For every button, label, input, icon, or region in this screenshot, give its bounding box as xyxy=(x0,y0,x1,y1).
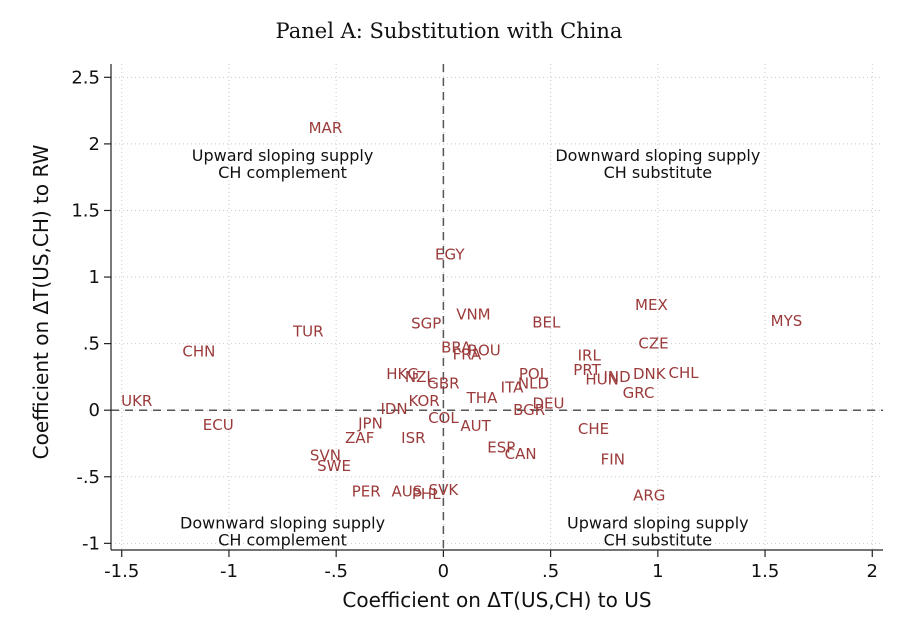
point-label-phl: PHL xyxy=(412,485,441,503)
point-label-bgr: BGR xyxy=(513,401,545,419)
point-label-fin: FIN xyxy=(601,450,625,468)
quadrant-annotations: Upward sloping supply CH complementDownwa… xyxy=(180,146,760,549)
point-label-ind: IND xyxy=(603,368,630,386)
point-label-ukr: UKR xyxy=(121,392,152,410)
point-label-idn: IDN xyxy=(380,400,407,418)
point-label-chl: CHL xyxy=(669,364,700,382)
point-label-dnk: DNK xyxy=(633,365,667,383)
quadrant-annotation-line: CH complement xyxy=(218,163,347,182)
y-tick-label: -1 xyxy=(82,533,100,554)
point-label-isr: ISR xyxy=(401,429,425,447)
quadrant-annotation: Downward sloping supply CH substitute xyxy=(555,146,760,182)
point-label-hkg: HKG xyxy=(386,365,419,383)
quadrant-annotation-line: CH substitute xyxy=(604,163,713,182)
point-label-irl: IRL xyxy=(578,347,602,365)
point-label-tha: THA xyxy=(466,389,498,407)
point-label-hun: HUN xyxy=(585,371,618,389)
point-label-can: CAN xyxy=(505,445,537,463)
quadrant-annotation-line: Downward sloping supply xyxy=(555,146,760,165)
x-axis-label: Coefficient on ΔT(US,CH) to US xyxy=(342,588,651,612)
y-tick-label: -.5 xyxy=(76,467,100,488)
y-tick-label: 0 xyxy=(89,400,100,421)
point-label-swe: SWE xyxy=(317,457,351,475)
point-label-tur: TUR xyxy=(292,323,324,341)
x-tick-label: 2 xyxy=(867,561,878,582)
quadrant-annotation-line: Upward sloping supply xyxy=(567,514,749,533)
y-tick-label: .5 xyxy=(83,334,100,355)
quadrant-annotation: Upward sloping supply CH complement xyxy=(192,146,374,182)
point-label-mys: MYS xyxy=(771,312,803,330)
axes: -1.5 -1 -.5 0.5 1 1.5 2-1-.50.511.522.5 xyxy=(71,64,883,582)
point-label-bra: BRA xyxy=(441,339,472,357)
point-label-nld: NLD xyxy=(518,375,549,393)
point-label-arg: ARG xyxy=(633,486,665,504)
point-label-egy: EGY xyxy=(435,245,465,263)
point-label-rou: ROU xyxy=(468,341,501,359)
point-label-aut: AUT xyxy=(460,417,491,435)
point-label-per: PER xyxy=(352,482,381,500)
x-tick-label: -.5 xyxy=(324,561,348,582)
point-label-sgp: SGP xyxy=(411,315,441,333)
point-label-zaf: ZAF xyxy=(345,429,374,447)
point-label-cze: CZE xyxy=(638,335,668,353)
point-label-nzl: NZL xyxy=(405,368,435,386)
y-tick-label: 1.5 xyxy=(71,200,100,221)
point-label-bel: BEL xyxy=(532,313,561,331)
point-label-gbr: GBR xyxy=(427,375,459,393)
point-label-ecu: ECU xyxy=(203,416,234,434)
x-tick-label: 1.5 xyxy=(751,561,780,582)
y-axis-label: Coefficient on ΔT(US,CH) to RW xyxy=(29,144,53,459)
point-label-deu: DEU xyxy=(532,395,564,413)
x-tick-label: -1.5 xyxy=(104,561,139,582)
point-label-esp: ESP xyxy=(487,438,515,456)
quadrant-annotation: Downward sloping supply CH complement xyxy=(180,514,385,550)
point-label-prt: PRT xyxy=(573,361,601,379)
point-label-vnm: VNM xyxy=(456,305,490,323)
x-tick-label: 1 xyxy=(652,561,663,582)
point-label-chn: CHN xyxy=(182,343,215,361)
quadrant-annotation-line: Downward sloping supply xyxy=(180,514,385,533)
point-label-fra: FRA xyxy=(453,345,482,363)
point-label-aus: AUS xyxy=(392,482,423,500)
grid xyxy=(111,64,883,550)
x-tick-label: -1 xyxy=(220,561,238,582)
point-label-mar: MAR xyxy=(309,119,343,137)
x-tick-label: .5 xyxy=(542,561,559,582)
y-tick-label: 2.5 xyxy=(71,67,100,88)
reference-lines xyxy=(111,64,883,550)
point-label-jpn: JPN xyxy=(357,415,383,433)
point-label-col: COL xyxy=(428,409,459,427)
point-label-kor: KOR xyxy=(408,392,439,410)
point-label-mex: MEX xyxy=(635,296,668,314)
point-label-grc: GRC xyxy=(623,384,655,402)
y-tick-label: 2 xyxy=(89,134,100,155)
point-label-che: CHE xyxy=(578,420,609,438)
quadrant-annotation-line: CH complement xyxy=(218,531,347,550)
quadrant-annotation-line: CH substitute xyxy=(604,531,713,550)
point-label-ita: ITA xyxy=(501,379,524,397)
point-label-svn: SVN xyxy=(310,446,341,464)
x-tick-label: 0 xyxy=(438,561,449,582)
point-label-svk: SVK xyxy=(429,481,460,499)
y-tick-label: 1 xyxy=(89,267,100,288)
point-label-pol: POL xyxy=(519,365,549,383)
chart-title: Panel A: Substitution with China xyxy=(276,19,623,43)
quadrant-annotation-line: Upward sloping supply xyxy=(192,146,374,165)
quadrant-annotation: Upward sloping supply CH substitute xyxy=(567,514,749,550)
